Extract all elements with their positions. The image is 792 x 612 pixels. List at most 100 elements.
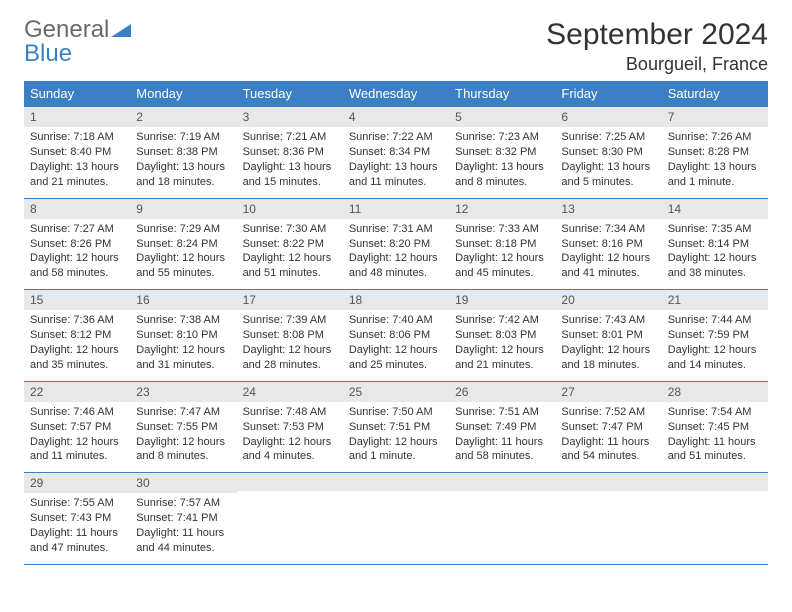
day-number: 12 [449,199,555,219]
daylight-line: Daylight: 12 hours and 55 minutes. [136,251,230,281]
day-number: 21 [662,290,768,310]
calendar-cell: 30Sunrise: 7:57 AMSunset: 7:41 PMDayligh… [130,473,236,565]
calendar-cell: 8Sunrise: 7:27 AMSunset: 8:26 PMDaylight… [24,198,130,290]
weekday-header: Friday [555,81,661,107]
weekday-header: Thursday [449,81,555,107]
sunset-line: Sunset: 7:53 PM [243,420,337,435]
sunset-line: Sunset: 8:22 PM [243,237,337,252]
calendar-cell: 28Sunrise: 7:54 AMSunset: 7:45 PMDayligh… [662,381,768,473]
sunset-line: Sunset: 7:43 PM [30,511,124,526]
day-number: 14 [662,199,768,219]
day-number: 28 [662,382,768,402]
sunset-line: Sunset: 7:55 PM [136,420,230,435]
calendar-cell: 20Sunrise: 7:43 AMSunset: 8:01 PMDayligh… [555,290,661,382]
day-number: 4 [343,107,449,127]
day-body: Sunrise: 7:50 AMSunset: 7:51 PMDaylight:… [343,402,449,472]
calendar-cell: 23Sunrise: 7:47 AMSunset: 7:55 PMDayligh… [130,381,236,473]
sunset-line: Sunset: 8:01 PM [561,328,655,343]
sunrise-line: Sunrise: 7:46 AM [30,405,124,420]
calendar-cell: 12Sunrise: 7:33 AMSunset: 8:18 PMDayligh… [449,198,555,290]
location-label: Bourgueil, France [546,54,768,75]
sunrise-line: Sunrise: 7:18 AM [30,130,124,145]
sunset-line: Sunset: 7:47 PM [561,420,655,435]
calendar-cell: 16Sunrise: 7:38 AMSunset: 8:10 PMDayligh… [130,290,236,382]
daylight-line: Daylight: 12 hours and 21 minutes. [455,343,549,373]
daylight-line: Daylight: 12 hours and 4 minutes. [243,435,337,465]
calendar-cell: 22Sunrise: 7:46 AMSunset: 7:57 PMDayligh… [24,381,130,473]
daylight-line: Daylight: 13 hours and 8 minutes. [455,160,549,190]
daylight-line: Daylight: 12 hours and 1 minute. [349,435,443,465]
calendar-cell: 9Sunrise: 7:29 AMSunset: 8:24 PMDaylight… [130,198,236,290]
calendar-cell: 1Sunrise: 7:18 AMSunset: 8:40 PMDaylight… [24,107,130,199]
logo-triangle-icon [111,18,131,42]
day-body: Sunrise: 7:18 AMSunset: 8:40 PMDaylight:… [24,127,130,197]
calendar-cell: 19Sunrise: 7:42 AMSunset: 8:03 PMDayligh… [449,290,555,382]
weekday-header-row: SundayMondayTuesdayWednesdayThursdayFrid… [24,81,768,107]
sunrise-line: Sunrise: 7:21 AM [243,130,337,145]
day-body: Sunrise: 7:52 AMSunset: 7:47 PMDaylight:… [555,402,661,472]
sunset-line: Sunset: 8:08 PM [243,328,337,343]
sunset-line: Sunset: 8:03 PM [455,328,549,343]
sunrise-line: Sunrise: 7:43 AM [561,313,655,328]
day-body: Sunrise: 7:46 AMSunset: 7:57 PMDaylight:… [24,402,130,472]
daylight-line: Daylight: 13 hours and 1 minute. [668,160,762,190]
day-body: Sunrise: 7:29 AMSunset: 8:24 PMDaylight:… [130,219,236,289]
sunset-line: Sunset: 8:34 PM [349,145,443,160]
sunset-line: Sunset: 8:14 PM [668,237,762,252]
daylight-line: Daylight: 11 hours and 44 minutes. [136,526,230,556]
daylight-line: Daylight: 12 hours and 48 minutes. [349,251,443,281]
daylight-line: Daylight: 12 hours and 11 minutes. [30,435,124,465]
day-body: Sunrise: 7:47 AMSunset: 7:55 PMDaylight:… [130,402,236,472]
daylight-line: Daylight: 11 hours and 47 minutes. [30,526,124,556]
day-number: 6 [555,107,661,127]
day-number [662,473,768,491]
calendar-row: 1Sunrise: 7:18 AMSunset: 8:40 PMDaylight… [24,107,768,199]
sunset-line: Sunset: 8:18 PM [455,237,549,252]
sunrise-line: Sunrise: 7:50 AM [349,405,443,420]
sunrise-line: Sunrise: 7:29 AM [136,222,230,237]
sunrise-line: Sunrise: 7:52 AM [561,405,655,420]
daylight-line: Daylight: 13 hours and 18 minutes. [136,160,230,190]
calendar-cell: 5Sunrise: 7:23 AMSunset: 8:32 PMDaylight… [449,107,555,199]
daylight-line: Daylight: 12 hours and 14 minutes. [668,343,762,373]
sunset-line: Sunset: 7:41 PM [136,511,230,526]
sunrise-line: Sunrise: 7:51 AM [455,405,549,420]
sunset-line: Sunset: 8:36 PM [243,145,337,160]
calendar-cell [662,473,768,565]
day-number: 2 [130,107,236,127]
calendar-cell: 21Sunrise: 7:44 AMSunset: 7:59 PMDayligh… [662,290,768,382]
sunrise-line: Sunrise: 7:42 AM [455,313,549,328]
calendar-row: 22Sunrise: 7:46 AMSunset: 7:57 PMDayligh… [24,381,768,473]
daylight-line: Daylight: 12 hours and 51 minutes. [243,251,337,281]
calendar-cell: 18Sunrise: 7:40 AMSunset: 8:06 PMDayligh… [343,290,449,382]
day-number: 13 [555,199,661,219]
day-number: 27 [555,382,661,402]
sunrise-line: Sunrise: 7:47 AM [136,405,230,420]
sunset-line: Sunset: 8:26 PM [30,237,124,252]
calendar-cell: 24Sunrise: 7:48 AMSunset: 7:53 PMDayligh… [237,381,343,473]
daylight-line: Daylight: 12 hours and 58 minutes. [30,251,124,281]
daylight-line: Daylight: 12 hours and 41 minutes. [561,251,655,281]
calendar-cell: 4Sunrise: 7:22 AMSunset: 8:34 PMDaylight… [343,107,449,199]
day-number: 29 [24,473,130,493]
day-body: Sunrise: 7:40 AMSunset: 8:06 PMDaylight:… [343,310,449,380]
day-body: Sunrise: 7:48 AMSunset: 7:53 PMDaylight:… [237,402,343,472]
sunrise-line: Sunrise: 7:40 AM [349,313,443,328]
sunrise-line: Sunrise: 7:25 AM [561,130,655,145]
daylight-line: Daylight: 13 hours and 21 minutes. [30,160,124,190]
sunrise-line: Sunrise: 7:38 AM [136,313,230,328]
sunrise-line: Sunrise: 7:19 AM [136,130,230,145]
day-body [555,491,661,549]
sunrise-line: Sunrise: 7:35 AM [668,222,762,237]
daylight-line: Daylight: 12 hours and 28 minutes. [243,343,337,373]
day-number [237,473,343,491]
day-body: Sunrise: 7:38 AMSunset: 8:10 PMDaylight:… [130,310,236,380]
calendar-cell: 14Sunrise: 7:35 AMSunset: 8:14 PMDayligh… [662,198,768,290]
calendar-cell: 13Sunrise: 7:34 AMSunset: 8:16 PMDayligh… [555,198,661,290]
day-number [343,473,449,491]
day-body: Sunrise: 7:57 AMSunset: 7:41 PMDaylight:… [130,493,236,563]
day-body: Sunrise: 7:21 AMSunset: 8:36 PMDaylight:… [237,127,343,197]
sunset-line: Sunset: 8:12 PM [30,328,124,343]
daylight-line: Daylight: 13 hours and 5 minutes. [561,160,655,190]
day-body: Sunrise: 7:27 AMSunset: 8:26 PMDaylight:… [24,219,130,289]
